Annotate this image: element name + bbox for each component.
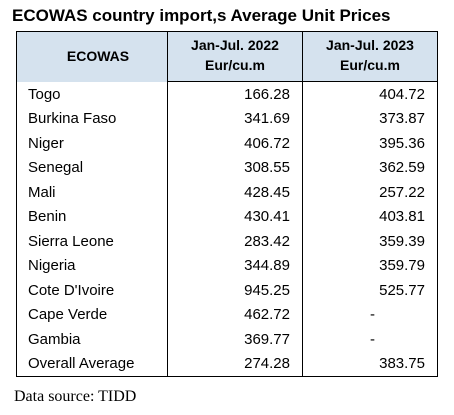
- price-2022-cell: 344.89: [167, 253, 303, 278]
- table-row: Niger 406.72 395.36: [16, 131, 438, 156]
- header-unit-2022: Eur/cu.m: [167, 57, 303, 82]
- header-country: ECOWAS: [16, 31, 168, 82]
- country-cell: Niger: [16, 131, 168, 156]
- price-2022-cell: 308.55: [167, 155, 303, 180]
- country-cell: Gambia: [16, 327, 168, 352]
- price-2022-cell: 430.41: [167, 204, 303, 229]
- table-row: Overall Average 274.28 383.75: [16, 351, 438, 377]
- price-2023-cell: 403.81: [302, 204, 438, 229]
- price-2022-cell: 369.77: [167, 327, 303, 352]
- price-2023-cell: 359.39: [302, 229, 438, 254]
- country-cell: Overall Average: [16, 351, 168, 377]
- price-2022-cell: 283.42: [167, 229, 303, 254]
- table-row: Gambia 369.77-: [16, 327, 438, 352]
- price-2023-cell: 395.36: [302, 131, 438, 156]
- price-2023-cell: -: [302, 327, 438, 352]
- country-cell: Cote D'Ivoire: [16, 278, 168, 303]
- price-2023-cell: 404.72: [302, 81, 438, 107]
- table-title: ECOWAS country import,s Average Unit Pri…: [12, 6, 391, 25]
- country-cell: Senegal: [16, 155, 168, 180]
- price-2023-cell: 373.87: [302, 106, 438, 131]
- price-table: ECOWAS Jan-Jul. 2022 Jan-Jul. 2023 Eur/c…: [16, 31, 438, 377]
- country-cell: Mali: [16, 180, 168, 205]
- table-row: Burkina Faso 341.69 373.87: [16, 106, 438, 131]
- price-2023-cell: 359.79: [302, 253, 438, 278]
- table-body: Togo 166.28 404.72 Burkina Faso 341.69 373.87…: [16, 81, 438, 377]
- price-2022-cell: 274.28: [167, 351, 303, 377]
- price-2023-cell: 525.77: [302, 278, 438, 303]
- price-2022-cell: 428.45: [167, 180, 303, 205]
- price-2023-cell: -: [302, 302, 438, 327]
- data-source-note: Data source: TIDD: [14, 388, 137, 405]
- price-2022-cell: 462.72: [167, 302, 303, 327]
- table-row: Cote D'Ivoire 945.25 525.77: [16, 278, 438, 303]
- price-table-container: ECOWAS Jan-Jul. 2022 Jan-Jul. 2023 Eur/c…: [16, 31, 438, 377]
- table-row: Nigeria 344.89 359.79: [16, 253, 438, 278]
- country-cell: Cape Verde: [16, 302, 168, 327]
- country-cell: Burkina Faso: [16, 106, 168, 131]
- price-2023-cell: 257.22: [302, 180, 438, 205]
- price-2022-cell: 166.28: [167, 81, 303, 107]
- table-row: Mali 428.45 257.22: [16, 180, 438, 205]
- country-cell: Sierra Leone: [16, 229, 168, 254]
- table-header: ECOWAS Jan-Jul. 2022 Jan-Jul. 2023 Eur/c…: [16, 31, 438, 82]
- country-cell: Benin: [16, 204, 168, 229]
- header-unit-2023: Eur/cu.m: [302, 57, 438, 82]
- table-row: Togo 166.28 404.72: [16, 81, 438, 107]
- table-row: Senegal 308.55 362.59: [16, 155, 438, 180]
- price-2023-cell: 362.59: [302, 155, 438, 180]
- header-period-2023: Jan-Jul. 2023: [302, 31, 438, 57]
- table-row: Benin 430.41 403.81: [16, 204, 438, 229]
- price-2022-cell: 406.72: [167, 131, 303, 156]
- country-cell: Togo: [16, 81, 168, 107]
- table-row: Cape Verde 462.72-: [16, 302, 438, 327]
- table-row: Sierra Leone 283.42 359.39: [16, 229, 438, 254]
- header-period-2022: Jan-Jul. 2022: [167, 31, 303, 57]
- price-2022-cell: 945.25: [167, 278, 303, 303]
- country-cell: Nigeria: [16, 253, 168, 278]
- price-2022-cell: 341.69: [167, 106, 303, 131]
- price-2023-cell: 383.75: [302, 351, 438, 377]
